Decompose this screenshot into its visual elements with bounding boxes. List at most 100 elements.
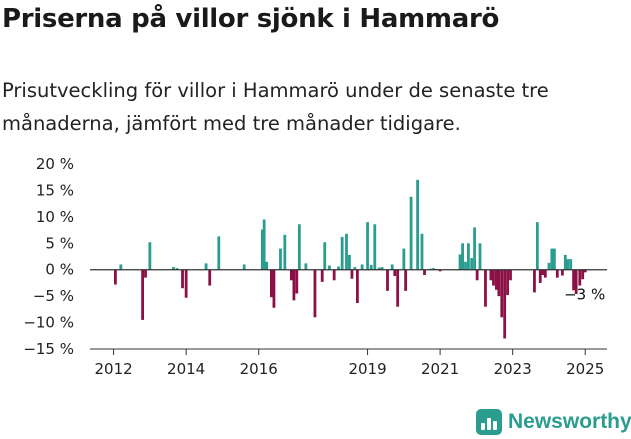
chart-bar xyxy=(304,263,308,270)
chart-bar xyxy=(295,269,299,294)
chart-bar xyxy=(337,266,340,270)
chart-bar xyxy=(423,269,426,275)
chart-bar xyxy=(272,269,276,308)
chart-bar xyxy=(208,269,212,286)
chart-bar xyxy=(500,269,504,318)
chart-bar xyxy=(369,264,373,270)
last-value-annotation: −3 % xyxy=(564,285,605,303)
y-tick-label: 5 % xyxy=(45,234,74,252)
chart-bar xyxy=(345,233,348,270)
chart-bar xyxy=(497,269,501,297)
chart-subtitle: Prisutveckling för villor i Hammarö unde… xyxy=(2,79,549,135)
chart-bar xyxy=(473,227,476,270)
chart-bar xyxy=(283,234,287,270)
chart-bar xyxy=(265,261,269,270)
chart-bar xyxy=(332,269,336,281)
chart-bar xyxy=(144,269,147,278)
chart-bar xyxy=(175,268,179,270)
chart-bar xyxy=(404,269,408,291)
chart-bar xyxy=(260,229,264,270)
chart-bar xyxy=(416,179,420,270)
chart-bar xyxy=(494,269,498,290)
chart-bar xyxy=(119,264,123,270)
chart-bar xyxy=(360,264,364,270)
chart-bar xyxy=(552,248,556,270)
chart-bar xyxy=(533,269,536,293)
chart-bar xyxy=(396,269,400,307)
chart-bar xyxy=(402,248,406,270)
x-tick-label: 2016 xyxy=(240,360,278,378)
chart-bar xyxy=(464,261,467,270)
chart-bar xyxy=(432,268,435,270)
chart-bar xyxy=(538,269,542,283)
y-tick-label: 10 % xyxy=(36,208,74,226)
x-tick-label: 2014 xyxy=(167,360,205,378)
chart-bar xyxy=(506,269,509,296)
chart-bar xyxy=(484,269,487,307)
chart-bar xyxy=(563,254,567,270)
chart-bar xyxy=(574,269,578,295)
chart-bar xyxy=(569,259,573,270)
chart-bar xyxy=(377,267,381,270)
chart-bar xyxy=(313,269,317,318)
chart-bar xyxy=(172,267,175,270)
chart-bar xyxy=(438,269,442,272)
chart-bar xyxy=(242,264,246,270)
chart-bar xyxy=(348,254,351,270)
x-tick-label: 2023 xyxy=(494,360,532,378)
newsworthy-logo: Newsworthy xyxy=(476,408,631,436)
y-tick-label: −15 % xyxy=(23,340,74,358)
chart-bar xyxy=(390,264,394,270)
x-axis: 2012 2014 2016 2019 2021 2023 2025 xyxy=(94,349,604,378)
chart-bar xyxy=(492,269,495,286)
x-tick-label: 2025 xyxy=(566,360,604,378)
chart-bar xyxy=(583,269,587,273)
chart-bar xyxy=(550,248,554,270)
chart-bar xyxy=(581,269,585,280)
chart-bar xyxy=(114,269,117,285)
chart-bar xyxy=(323,242,327,270)
chart-bar xyxy=(535,222,539,270)
chart-bar xyxy=(555,269,559,278)
y-tick-label: 0 % xyxy=(45,261,74,279)
y-tick-label: 15 % xyxy=(36,181,74,199)
chart-bar xyxy=(373,224,377,270)
chart-bar xyxy=(489,269,493,281)
chart-bar xyxy=(547,262,551,270)
chart-bar xyxy=(148,242,152,270)
chart-bar xyxy=(566,259,570,270)
chart-bar xyxy=(560,269,564,276)
chart-bar xyxy=(353,267,357,270)
chart-bar xyxy=(478,243,482,270)
chart-bar xyxy=(541,269,545,275)
chart-bar xyxy=(262,219,266,270)
chart-bar xyxy=(380,267,384,270)
chart-bar xyxy=(458,254,462,270)
chart-bar xyxy=(217,236,221,270)
chart-bar xyxy=(297,224,301,270)
chart-bar xyxy=(467,243,470,270)
chart-bar xyxy=(578,269,582,286)
chart-bar xyxy=(204,263,208,270)
chart-bar xyxy=(509,269,512,281)
chart-bars xyxy=(114,179,587,339)
chart-bar xyxy=(279,248,282,270)
bar-chart: 20 %15 %10 %5 %0 %−5 %−10 %−15 % 2012 201… xyxy=(23,155,607,378)
chart-bar xyxy=(141,269,145,320)
chart-bar xyxy=(420,233,424,270)
chart-bar xyxy=(320,269,324,282)
chart-bar xyxy=(292,269,296,301)
chart-bar xyxy=(184,269,188,298)
page-title: Priserna på villor sjönk i Hammarö xyxy=(2,4,500,34)
chart-bar xyxy=(393,269,397,277)
newsworthy-brand-name: Newsworthy xyxy=(508,410,631,433)
chart-bar xyxy=(572,269,576,291)
y-tick-label: −10 % xyxy=(23,314,74,332)
chart-bar xyxy=(461,243,464,270)
chart-bar xyxy=(328,265,331,270)
chart-bar xyxy=(470,258,474,270)
chart-bar xyxy=(475,269,479,281)
chart-bar xyxy=(409,196,413,270)
chart-bar xyxy=(289,269,293,281)
chart-bar xyxy=(366,222,369,270)
